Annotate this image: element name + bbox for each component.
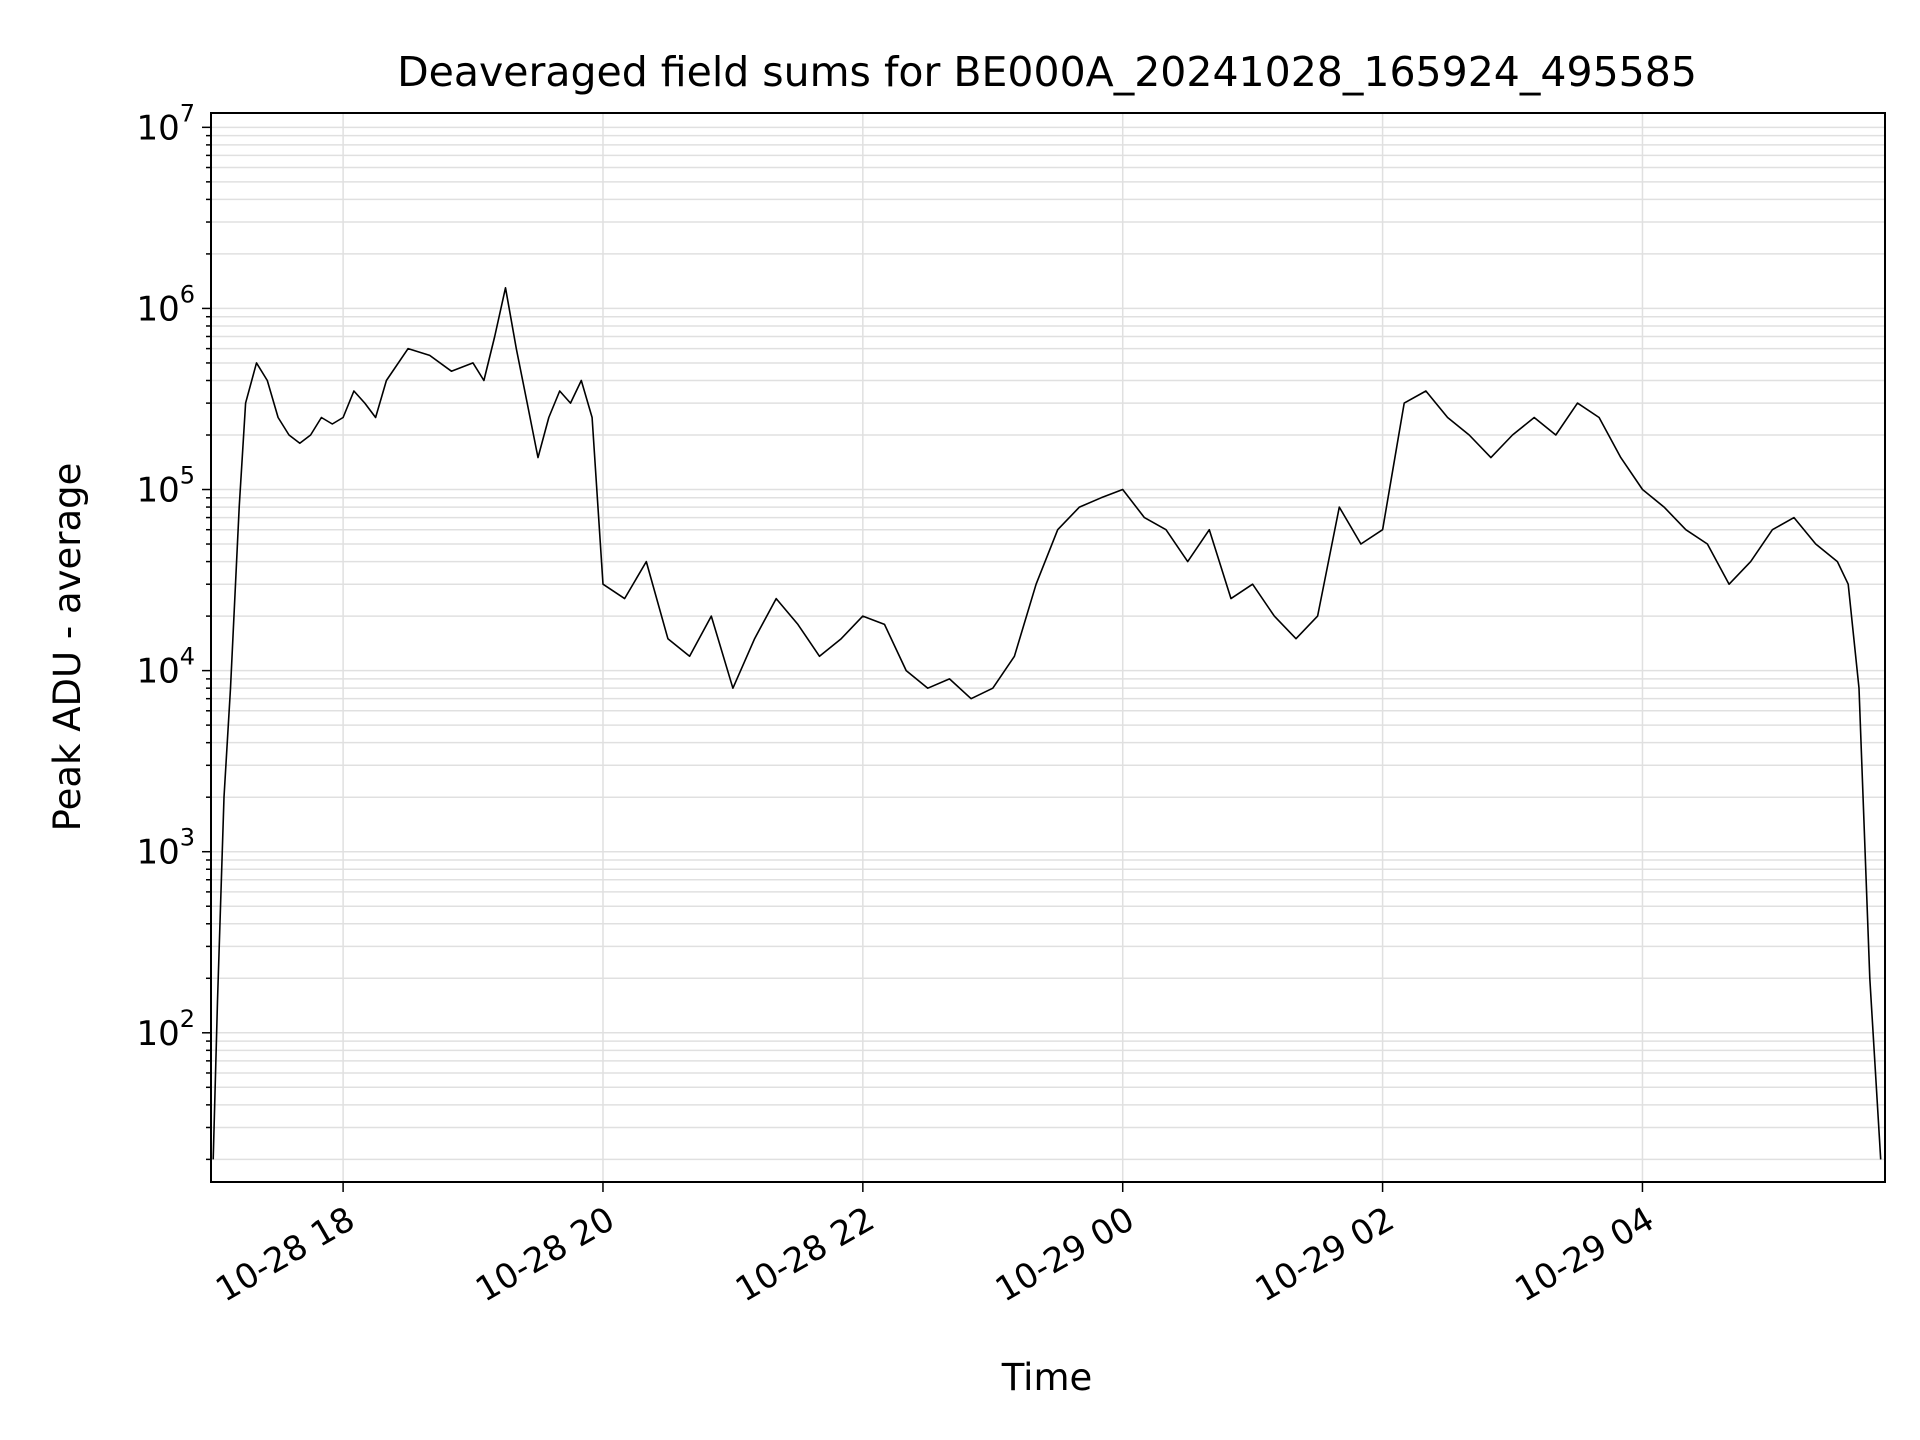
grid (211, 113, 1885, 1182)
x-tick-label: 10-29 04 (1509, 1199, 1661, 1310)
y-tick-label: 104 (136, 643, 195, 692)
y-tick-label: 105 (136, 462, 195, 511)
plot-frame (210, 112, 1886, 1183)
x-tick-label: 10-28 18 (209, 1199, 361, 1310)
x-tick-label: 10-28 22 (729, 1199, 881, 1310)
chart-title: Deaveraged field sums for BE000A_2024102… (397, 48, 1697, 96)
y-axis-label: Peak ADU - average (46, 463, 89, 832)
series-line (212, 286, 1882, 1160)
y-tick-label: 107 (136, 99, 195, 148)
x-tick-label: 10-29 00 (989, 1199, 1141, 1310)
y-tick-label: 103 (136, 824, 195, 873)
y-tick-label: 106 (136, 280, 195, 329)
x-axis: 10-28 18 10-28 20 10-28 22 10-29 00 10-29 02… (209, 1182, 1661, 1310)
x-tick-label: 10-28 20 (469, 1199, 621, 1310)
y-axis: 102 103 104 105 106 107 (136, 99, 211, 1161)
series (212, 286, 1882, 1160)
x-tick-label: 10-29 02 (1249, 1199, 1401, 1310)
y-tick-label: 102 (136, 1005, 195, 1054)
x-axis-label: Time (1001, 1356, 1093, 1399)
